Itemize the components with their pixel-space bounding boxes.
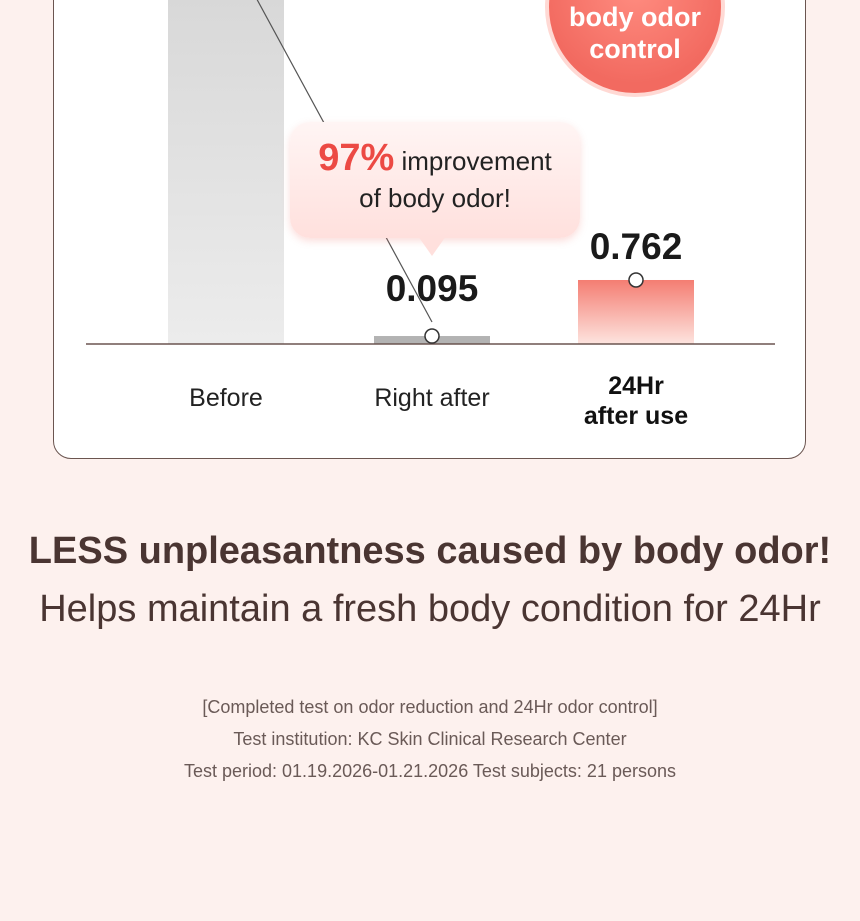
- x-label-24hr-line2: after use: [584, 402, 688, 430]
- subheadline: Helps maintain a fresh body condition fo…: [39, 588, 821, 630]
- test-note-2: Test institution: KC Skin Clinical Resea…: [233, 729, 627, 749]
- bar-24hr-after-use: [578, 279, 694, 344]
- x-label-24hr-line1: 24Hr: [608, 372, 664, 400]
- badge-line1: body odor: [569, 2, 701, 32]
- badge-line2: control: [589, 34, 681, 64]
- improvement-callout: 97% improvement of body odor!: [290, 122, 580, 256]
- x-label-right-after: Right after: [374, 384, 489, 412]
- value-label-right-after: 0.095: [386, 268, 479, 309]
- test-note-3: Test period: 01.19.2026-01.21.2026 Test …: [183, 761, 676, 781]
- bar-chart: 0.095 0.762 Before Right after 24Hr afte…: [86, 0, 775, 430]
- value-label-24hr: 0.762: [590, 226, 683, 267]
- callout-percent: 97%: [318, 137, 395, 179]
- x-label-before: Before: [189, 384, 263, 412]
- callout-line1-text: improvement: [401, 146, 552, 176]
- callout-line2: of body odor!: [359, 183, 511, 213]
- marker-bar-24hr-after-use: [628, 272, 644, 288]
- test-note-1: [Completed test on odor reduction and 24…: [202, 697, 658, 717]
- headline: LESS unpleasantness caused by body odor!: [28, 530, 832, 572]
- bar-before: [168, 0, 284, 344]
- marker-bar-right-after: [424, 328, 440, 344]
